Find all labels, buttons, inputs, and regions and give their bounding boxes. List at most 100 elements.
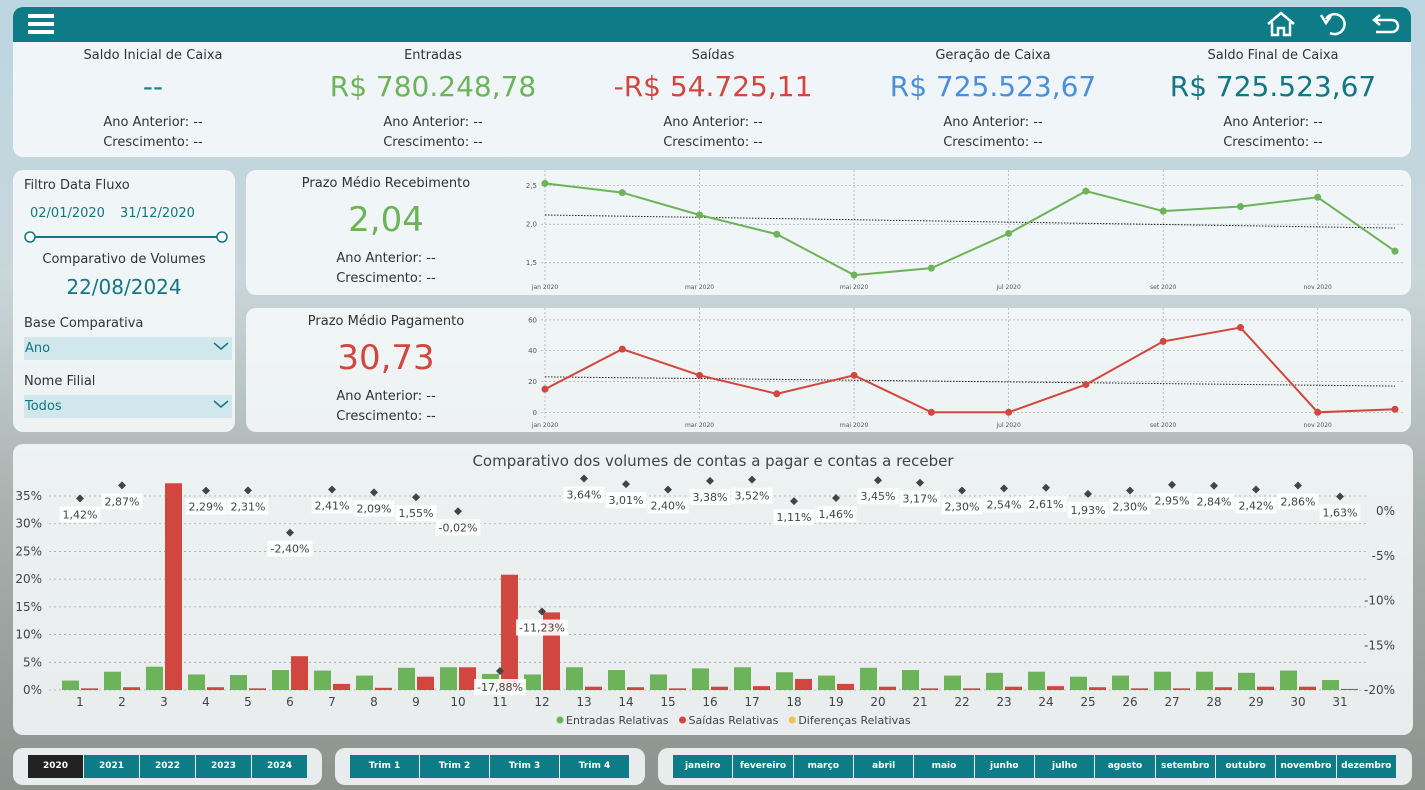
y-tick-label: 2,5 <box>526 182 537 190</box>
back-icon[interactable] <box>1370 11 1402 37</box>
bar <box>356 675 373 690</box>
data-label: 2,09% <box>357 502 392 515</box>
slicer-button[interactable]: outubro <box>1215 755 1276 778</box>
slicer-button[interactable]: julho <box>1034 755 1095 778</box>
data-label-group: 2,95% <box>1151 492 1193 509</box>
diamond <box>664 485 672 494</box>
diamond <box>706 476 714 485</box>
data-label-bg <box>899 490 941 507</box>
diamond <box>1294 481 1302 490</box>
slicer-button[interactable]: 2020 <box>28 755 83 778</box>
point <box>1082 187 1090 195</box>
bar <box>81 688 98 690</box>
data-label-bg <box>1319 504 1361 521</box>
data-label: 3,64% <box>567 489 602 502</box>
slicer-button[interactable]: fevereiro <box>733 755 793 778</box>
data-label-group: 2,42% <box>1235 497 1277 514</box>
diamond <box>244 486 252 495</box>
slicer-button[interactable]: 2024 <box>252 755 307 778</box>
data-label-group: 2,40% <box>647 497 689 514</box>
slicer-button[interactable]: Trim 4 <box>560 755 629 778</box>
compare-date[interactable]: 22/08/2024 <box>66 275 182 299</box>
data-label-bg <box>563 486 605 503</box>
undo-icon[interactable] <box>1318 11 1350 37</box>
kpi-previous: Ano Anterior: -- <box>943 115 1043 130</box>
slicer-button[interactable]: junho <box>974 755 1034 778</box>
y-tick-label: 10% <box>15 628 42 642</box>
x-tick-label: 13 <box>576 695 591 709</box>
x-tick-label: jan 2020 <box>531 422 559 429</box>
x-tick-label: 24 <box>1038 695 1053 709</box>
point <box>1236 203 1244 211</box>
bar <box>921 688 938 690</box>
slicer-button[interactable]: Trim 1 <box>350 755 419 778</box>
x-tick-label: 28 <box>1206 695 1221 709</box>
legend-label: Entradas Relativas <box>566 714 669 727</box>
data-label-group: -11,23% <box>516 619 568 636</box>
y-tick-label: 60 <box>528 316 537 324</box>
line-chart: 0 20 40 60 jan 2020 mar 2020 mai 2020 jul 2020 s… <box>528 308 1403 429</box>
slicer-button[interactable]: 2021 <box>84 755 139 778</box>
data-label: 1,46% <box>819 508 854 521</box>
slicer-button[interactable]: 2022 <box>140 755 195 778</box>
data-label-group: 2,30% <box>1109 498 1151 515</box>
slicer-button[interactable]: Trim 3 <box>490 755 559 778</box>
data-label-group: 1,63% <box>1319 504 1361 521</box>
slicer-button[interactable]: dezembro <box>1336 755 1396 778</box>
point <box>1159 207 1167 215</box>
bar <box>860 667 877 690</box>
bar-chart: Comparativo dos volumes de contas a paga… <box>15 452 1395 727</box>
data-label-group: -17,88% <box>474 679 526 696</box>
bar <box>1070 676 1087 690</box>
slicer-button[interactable]: agosto <box>1095 755 1155 778</box>
data-label: 3,01% <box>609 494 644 507</box>
date-end[interactable]: 31/12/2020 <box>120 206 195 221</box>
diamond <box>916 478 924 487</box>
data-label-bg <box>395 505 437 522</box>
slicer-button[interactable]: setembro <box>1155 755 1215 778</box>
filter-title: Comparativo de Volumes <box>42 252 206 267</box>
point <box>618 345 626 353</box>
data-label: 2,86% <box>1281 496 1316 509</box>
slicer-button[interactable]: 2023 <box>196 755 251 778</box>
x-tick-label: 1 <box>76 695 84 709</box>
data-label-group: 1,42% <box>59 506 101 523</box>
y-tick-label: 20% <box>15 572 42 586</box>
slicer-button[interactable]: Trim 2 <box>420 755 489 778</box>
home-icon[interactable] <box>1266 11 1296 37</box>
data-label-group: 2,31% <box>227 498 269 515</box>
slicer-button[interactable]: janeiro <box>673 755 733 778</box>
bar <box>753 686 770 690</box>
slicer-button[interactable]: novembro <box>1276 755 1336 778</box>
bar <box>501 574 518 690</box>
date-slider[interactable] <box>22 230 232 244</box>
menu-icon[interactable] <box>28 12 56 36</box>
slicer-button[interactable]: abril <box>853 755 914 778</box>
bar <box>1280 670 1297 690</box>
data-label-group: 3,52% <box>731 487 773 504</box>
y-tick-label: 15% <box>15 600 42 614</box>
bar <box>1341 688 1358 690</box>
date-start[interactable]: 02/01/2020 <box>30 206 105 221</box>
bar <box>333 683 350 690</box>
slicer-button[interactable]: maio <box>914 755 974 778</box>
legend-label: Diferenças Relativas <box>798 714 911 727</box>
dropdown[interactable] <box>24 337 232 360</box>
bar <box>291 656 308 690</box>
point <box>927 264 935 272</box>
data-label: 3,38% <box>693 491 728 504</box>
y2-tick-label: 0% <box>1376 504 1395 518</box>
y2-tick-label: -5% <box>1372 549 1395 563</box>
y2-tick-label: -20% <box>1364 683 1395 697</box>
data-label-group: 2,61% <box>1025 495 1067 512</box>
data-label-bg <box>353 500 395 517</box>
data-label-group: 2,30% <box>941 498 983 515</box>
chevron <box>213 342 229 350</box>
kpi-value: R$ 780.248,78 <box>329 70 537 103</box>
data-label-group: 1,55% <box>395 505 437 522</box>
dropdown[interactable] <box>24 395 232 418</box>
data-label-bg <box>647 497 689 514</box>
x-tick-label: mai 2020 <box>840 284 869 291</box>
slicer-button[interactable]: março <box>793 755 853 778</box>
bar <box>417 676 434 690</box>
